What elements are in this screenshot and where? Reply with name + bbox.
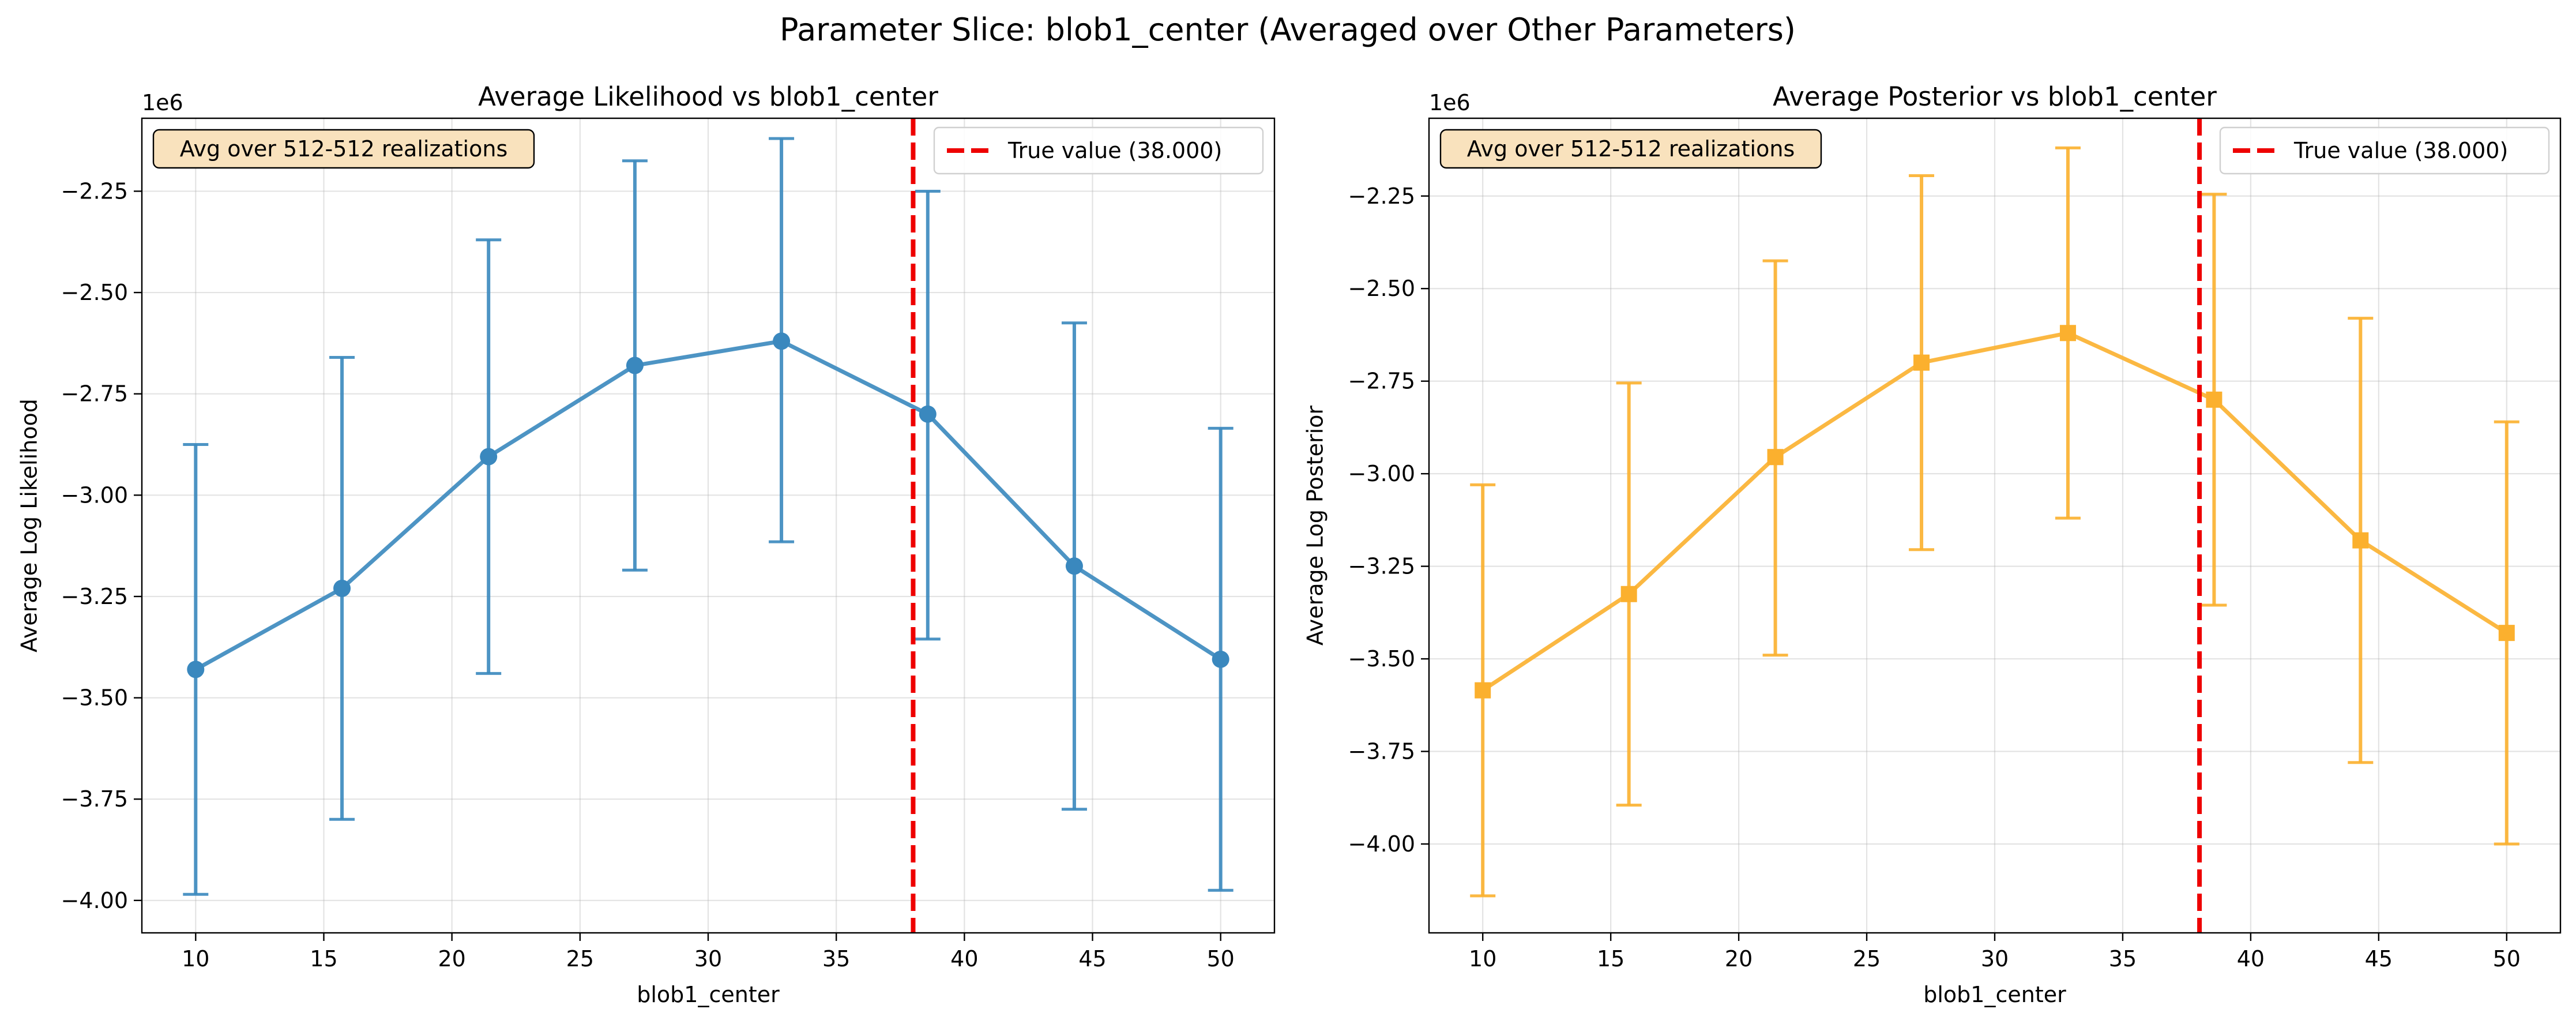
axes-frame	[1428, 117, 2562, 934]
y-offset-label: 1e6	[142, 90, 183, 115]
x-tick-label: 25	[1853, 946, 1881, 972]
panel-title: Average Likelihood vs blob1_center	[478, 81, 938, 112]
x-tick-label: 15	[1597, 946, 1624, 972]
y-tick-label: −2.25	[1348, 183, 1415, 209]
data-point	[1913, 354, 1930, 371]
y-tick-label: −3.00	[61, 482, 128, 508]
data-point	[2059, 325, 2076, 342]
data-point	[1065, 557, 1083, 575]
axes-frame	[141, 117, 1276, 934]
posterior-panel: 10 15 20 25 30 35 40 45 50 −4.00 −3.75 −3.50 −3.25 −3…	[1302, 81, 2562, 1007]
y-tick-label: −3.25	[61, 584, 128, 609]
y-tick-label: −3.75	[1348, 739, 1415, 764]
y-tick-label: −3.50	[61, 685, 128, 711]
y-offset-label: 1e6	[1429, 90, 1471, 115]
y-axis-label: Average Log Likelihood	[16, 399, 42, 652]
annotation-box	[1439, 129, 1822, 169]
x-tick-label: 45	[2365, 946, 2393, 972]
y-tick-label: −4.00	[1348, 831, 1415, 857]
y-tick-label: −2.50	[1348, 276, 1415, 301]
y-tick-label: −4.00	[61, 888, 128, 913]
x-tick-label: 40	[950, 946, 978, 972]
series-line	[1481, 331, 2508, 692]
y-tick-label: −2.50	[61, 280, 128, 305]
annotation-text: Avg over 512-512 realizations	[1467, 136, 1795, 162]
data-point	[1620, 586, 1637, 602]
x-tick-label: 10	[1469, 946, 1496, 972]
data-point	[626, 357, 644, 374]
x-axis-label: blob1_center	[1923, 982, 2066, 1007]
series-line	[194, 339, 1222, 672]
data-point	[2498, 625, 2515, 642]
y-tick-label: −3.50	[1348, 646, 1415, 672]
data-point	[333, 579, 351, 597]
x-tick-label: 45	[1078, 946, 1106, 972]
x-tick-label: 40	[2237, 946, 2265, 972]
data-point	[2352, 532, 2369, 549]
y-tick-label: −2.75	[61, 381, 128, 407]
data-point	[1475, 682, 1491, 699]
data-point	[773, 332, 791, 350]
data-point	[1212, 650, 1229, 668]
x-tick-label: 50	[2493, 946, 2521, 972]
x-tick-label: 15	[310, 946, 337, 972]
data-point	[919, 405, 937, 423]
data-point	[1767, 449, 1784, 466]
data-point	[2206, 391, 2222, 408]
legend-box	[2219, 126, 2550, 175]
y-tick-label: −3.25	[1348, 554, 1415, 579]
legend-label: True value (38.000)	[2293, 138, 2508, 163]
y-tick-label: −2.75	[1348, 369, 1415, 394]
y-tick-label: −3.75	[61, 786, 128, 812]
data-point	[480, 448, 498, 466]
y-axis-label: Average Log Posterior	[1302, 406, 1328, 646]
data-point	[187, 661, 205, 678]
panel-title: Average Posterior vs blob1_center	[1773, 81, 2217, 112]
figure-title: Parameter Slice: blob1_center (Averaged …	[780, 12, 1796, 48]
x-tick-label: 10	[182, 946, 209, 972]
x-axis-label: blob1_center	[637, 982, 780, 1007]
y-tick-label: −2.25	[61, 178, 128, 204]
x-tick-label: 20	[438, 946, 465, 972]
legend-label: True value (38.000)	[1007, 138, 1222, 163]
x-tick-label: 25	[566, 946, 594, 972]
x-tick-label: 30	[694, 946, 722, 972]
x-tick-label: 35	[2109, 946, 2137, 972]
likelihood-panel: 10 15 20 25 30 35 40 45 50 −4.00 −3.75 −3.50 −3.25 −3…	[16, 81, 1276, 1007]
annotation-box	[152, 129, 535, 169]
x-tick-label: 30	[1981, 946, 2009, 972]
x-tick-label: 50	[1207, 946, 1235, 972]
x-tick-label: 35	[822, 946, 850, 972]
annotation-text: Avg over 512-512 realizations	[180, 136, 508, 162]
y-tick-label: −3.00	[1348, 461, 1415, 486]
legend-box	[933, 126, 1264, 175]
x-tick-label: 20	[1725, 946, 1753, 972]
